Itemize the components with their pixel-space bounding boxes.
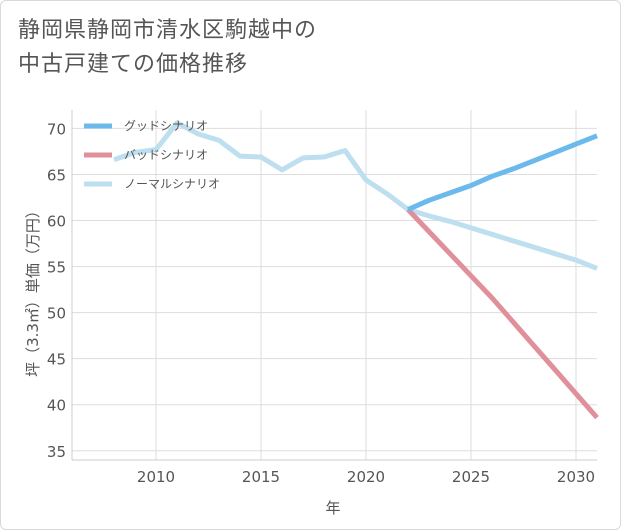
x-tick-label: 2025 xyxy=(452,468,490,486)
legend-label-1: グッドシナリオ xyxy=(124,119,208,133)
tick-labels: 35 40 45 50 55 60 65 70 2010 2015 2020 2025 2030 xyxy=(47,120,595,486)
chart-title: 静岡県静岡市清水区駒越中の 中古戸建ての価格推移 xyxy=(18,14,418,82)
y-tick-label: 45 xyxy=(47,351,66,369)
y-tick-label: 70 xyxy=(47,120,66,138)
legend-label-3: ノーマルシナリオ xyxy=(124,177,220,191)
y-tick-label: 55 xyxy=(47,259,66,277)
chart-title-line-2: 中古戸建ての価格推移 xyxy=(18,52,249,77)
x-axis-label: 年 xyxy=(325,499,340,517)
series-lines xyxy=(113,120,599,420)
x-tick-label: 2010 xyxy=(137,468,175,486)
y-tick-label: 35 xyxy=(47,443,66,461)
series-line-1 xyxy=(406,133,598,212)
grid-lines xyxy=(72,110,597,460)
x-tick-label: 2015 xyxy=(242,468,280,486)
y-axis-label: 坪（3.3㎡）単価（万円） xyxy=(24,203,42,377)
y-tick-label: 40 xyxy=(47,397,66,415)
x-tick-label: 2020 xyxy=(347,468,385,486)
y-tick-label: 65 xyxy=(47,166,66,184)
series-line-2 xyxy=(406,207,599,420)
y-tick-label: 50 xyxy=(47,305,66,323)
x-tick-label: 2030 xyxy=(557,468,595,486)
chart-title-line-1: 静岡県静岡市清水区駒越中の xyxy=(18,18,318,43)
series-line-3 xyxy=(113,120,598,271)
axes xyxy=(71,110,597,461)
y-tick-label: 60 xyxy=(47,213,66,231)
legend-label-2: バッドシナリオ xyxy=(124,148,208,162)
